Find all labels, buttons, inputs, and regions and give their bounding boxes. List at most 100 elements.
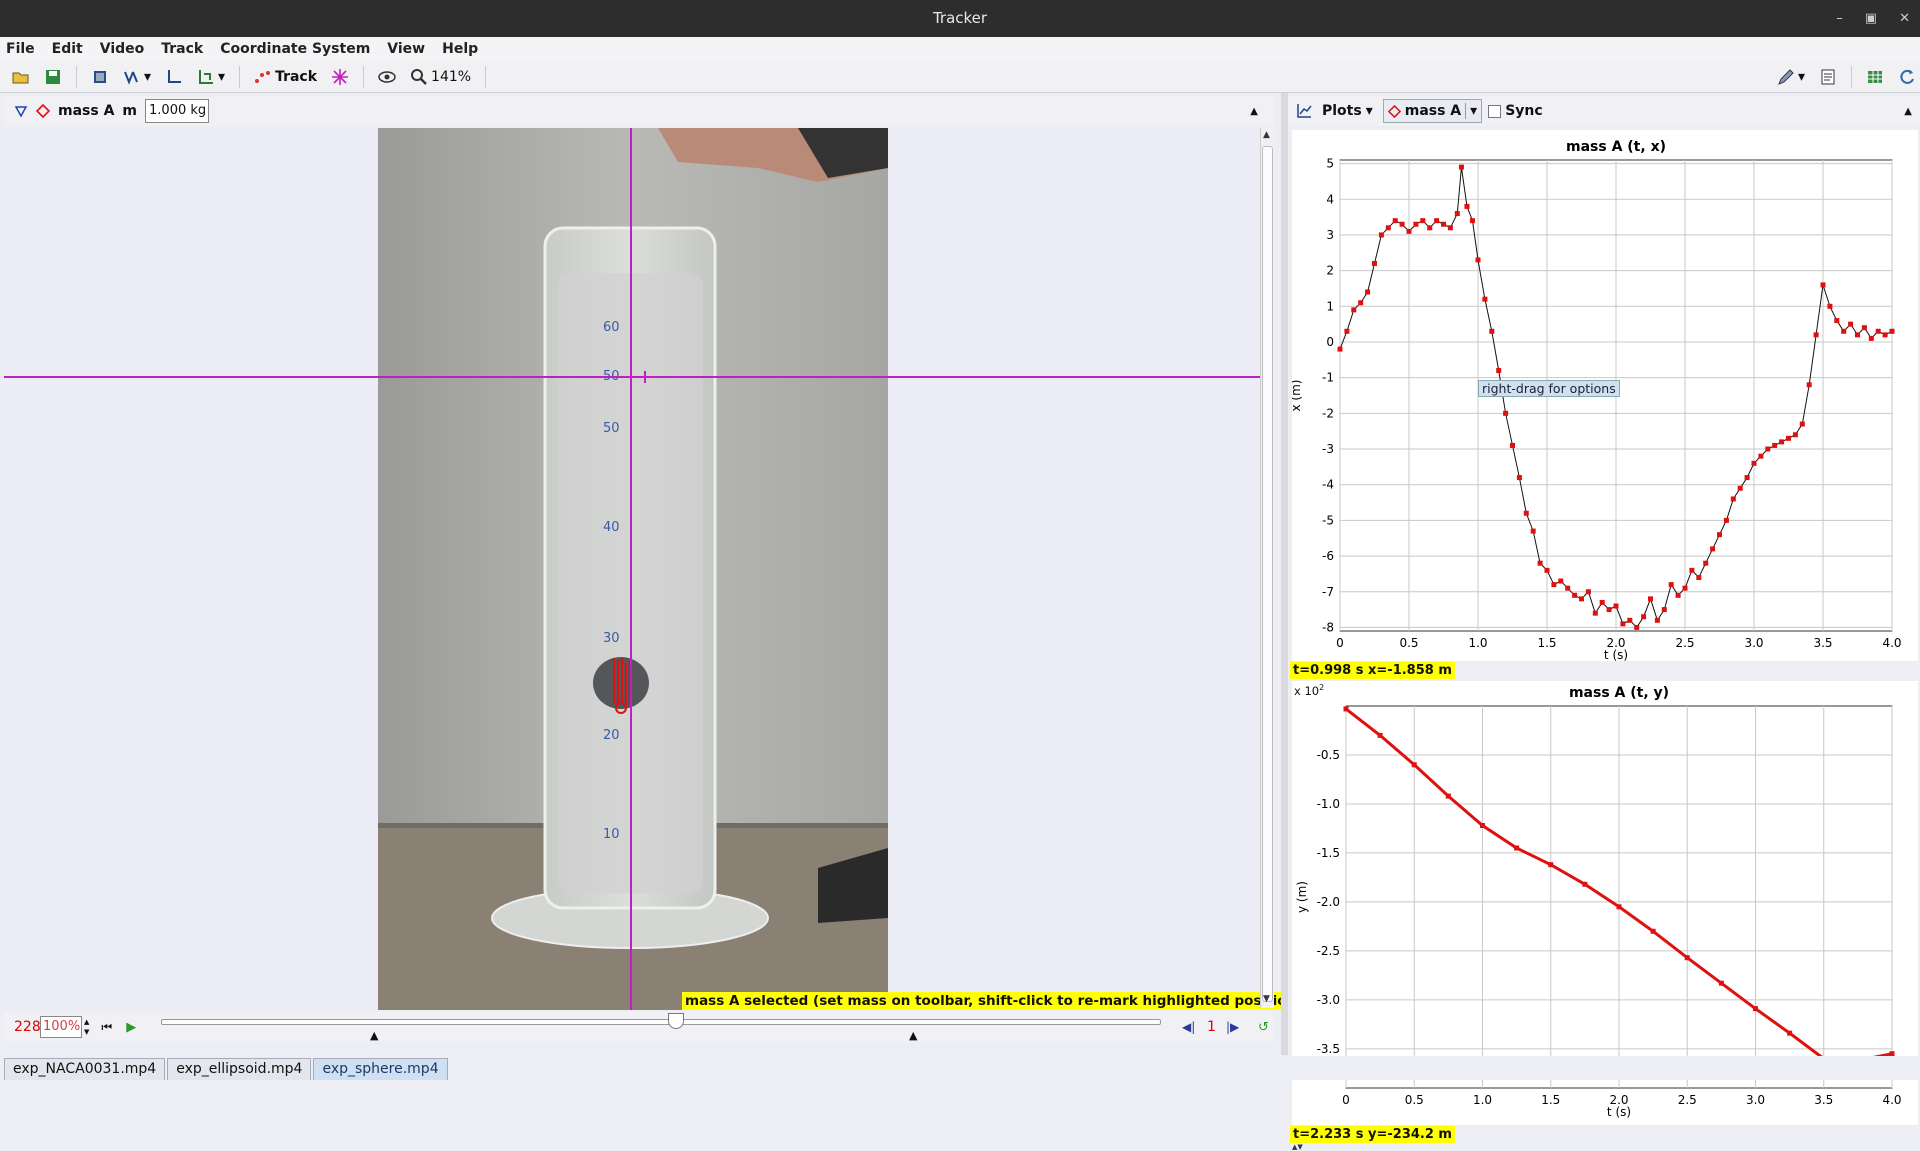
frame-slider[interactable] (161, 1019, 1161, 1025)
data-point (1358, 300, 1364, 306)
video-view[interactable]: 60 50 50 40 30 20 10 (4, 128, 1260, 1010)
panel-collapse-icon[interactable]: ▲ (1250, 105, 1258, 117)
chart-title: mass A (t, y) (1569, 685, 1669, 701)
maximize-icon[interactable]: ▣ (1864, 11, 1878, 26)
plot-axes-icon[interactable] (1296, 103, 1312, 119)
loop-icon[interactable]: ↺ (1258, 1019, 1269, 1035)
y-axis-line[interactable] (630, 128, 632, 1010)
spinner-up-icon[interactable]: ▲ (84, 1018, 90, 1026)
menu-video[interactable]: Video (99, 41, 145, 57)
tab-naca0031[interactable]: exp_NACA0031.mp4 (4, 1058, 166, 1080)
save-button[interactable] (40, 64, 66, 90)
drawing-tools-button[interactable]: ▾ (1773, 64, 1809, 90)
folder-open-icon (12, 72, 29, 83)
x-tick-label: 0 (1336, 636, 1344, 650)
slider-thumb[interactable] (668, 1013, 684, 1029)
data-point (1406, 228, 1412, 234)
autotracker-button[interactable] (327, 64, 353, 90)
data-point (1889, 1051, 1895, 1057)
x-tick-label: 2.5 (1678, 1093, 1697, 1107)
video-frame[interactable]: 60 50 50 40 30 20 10 (378, 128, 888, 1010)
scale-mark: 50 (603, 421, 620, 436)
refresh-button[interactable] (1894, 64, 1920, 90)
calibration-tools-button[interactable]: ▾ (119, 64, 155, 90)
toolbar-divider (1851, 65, 1852, 88)
track-menu-button[interactable]: Track (250, 64, 321, 90)
data-point (1682, 585, 1688, 591)
chart-title: mass A (t, x) (1566, 139, 1666, 155)
menu-edit[interactable]: Edit (51, 41, 83, 57)
data-point (1516, 475, 1522, 481)
notes-icon (1821, 69, 1835, 84)
mass-input[interactable]: 1.000 kg (145, 99, 210, 123)
menu-file[interactable]: File (6, 41, 35, 57)
plot-tx[interactable]: mass A (t, x) 0 0.5 1.0 1.5 2.0 2.5 3.0 3.5 4.0 5 4… (1289, 130, 1918, 662)
step-back-icon[interactable]: ◀| (1182, 1020, 1196, 1034)
x-axis-line[interactable] (4, 376, 1260, 378)
split-pane-divider[interactable] (1281, 93, 1288, 1055)
track-name[interactable]: mass A (58, 103, 115, 119)
data-point (1514, 845, 1520, 851)
step-size[interactable]: 1 (1207, 1019, 1216, 1035)
x-tick-label: 1.0 (1468, 636, 1487, 650)
data-point (1475, 257, 1481, 263)
zoom-button[interactable]: 141% (406, 64, 475, 90)
frame-number[interactable]: 228 (14, 1019, 41, 1035)
end-marker-icon[interactable]: ▲ (909, 1029, 918, 1042)
collapse-triangle-icon[interactable] (14, 104, 28, 118)
rewind-icon[interactable]: ⏮ (101, 1019, 113, 1034)
x-tick-label: 3.5 (1813, 636, 1832, 650)
start-marker-icon[interactable]: ▲ (370, 1029, 379, 1042)
scroll-thumb[interactable] (1262, 146, 1273, 1002)
notes-button[interactable] (1815, 64, 1841, 90)
menu-coordinate-system[interactable]: Coordinate System (220, 41, 371, 57)
scale-mark: 10 (603, 827, 620, 842)
close-icon[interactable]: ✕ (1899, 11, 1910, 26)
data-point (1420, 218, 1426, 224)
data-point (1544, 567, 1550, 573)
data-point (1343, 706, 1349, 712)
menu-track[interactable]: Track (161, 41, 204, 57)
data-point (1399, 221, 1405, 227)
axes-button[interactable] (161, 64, 187, 90)
x-axis-label: t (s) (1607, 1105, 1631, 1119)
player-controls: 228 100% ▲ ▼ ⏮ ▶ ◀| 1 |▶ ↺ (4, 1012, 1274, 1042)
checkbox-box[interactable] (1488, 104, 1502, 118)
pane-resize-icon[interactable]: ▲▼ (1292, 1143, 1303, 1151)
y-tick-label: 1 (1326, 299, 1334, 313)
plots-dropdown[interactable]: Plots ▾ (1318, 99, 1377, 123)
toolbar-divider (485, 65, 487, 88)
spinner-down-icon[interactable]: ▼ (84, 1028, 90, 1036)
window-titlebar: Tracker – ▣ ✕ (0, 0, 1920, 37)
data-point (1806, 382, 1812, 388)
sync-checkbox[interactable]: Sync (1488, 103, 1543, 119)
data-point (1537, 560, 1543, 566)
menu-view[interactable]: View (387, 41, 426, 57)
coordinate-tools-button[interactable]: ▾ (193, 64, 229, 90)
step-forward-icon[interactable]: |▶ (1226, 1020, 1240, 1034)
clip-settings-button[interactable] (87, 64, 113, 90)
data-point (1458, 164, 1464, 170)
data-point (1848, 321, 1854, 327)
play-icon[interactable]: ▶ (126, 1019, 137, 1035)
data-point (1464, 203, 1470, 209)
track-selector[interactable]: mass A ▾ (1382, 99, 1483, 123)
visibility-button[interactable] (374, 64, 400, 90)
panel-collapse-icon[interactable]: ▲ (1904, 105, 1912, 117)
scroll-up-icon[interactable]: ▲ (1263, 130, 1270, 140)
track-control-bar: mass A m 1.000 kg ▲ (4, 96, 1274, 126)
calibration-icon (124, 71, 138, 85)
toolbar-divider (76, 65, 77, 88)
speed-spinner[interactable]: ▲ ▼ (84, 1017, 89, 1037)
video-scrollbar[interactable]: ▲ ▼ (1260, 128, 1274, 1008)
open-button[interactable] (8, 64, 34, 90)
menu-help[interactable]: Help (442, 41, 479, 57)
minimize-icon[interactable]: – (1836, 11, 1843, 26)
speed-field[interactable]: 100% (40, 1016, 82, 1038)
tab-sphere[interactable]: exp_sphere.mp4 (313, 1058, 448, 1080)
tab-ellipsoid[interactable]: exp_ellipsoid.mp4 (167, 1058, 312, 1080)
plot-tx-canvas[interactable]: mass A (t, x) 0 0.5 1.0 1.5 2.0 2.5 3.0 3.5 4.0 5 4… (1289, 130, 1918, 662)
data-point (1882, 332, 1888, 338)
scroll-down-icon[interactable]: ▼ (1263, 994, 1270, 1004)
data-tool-button[interactable] (1862, 64, 1888, 90)
